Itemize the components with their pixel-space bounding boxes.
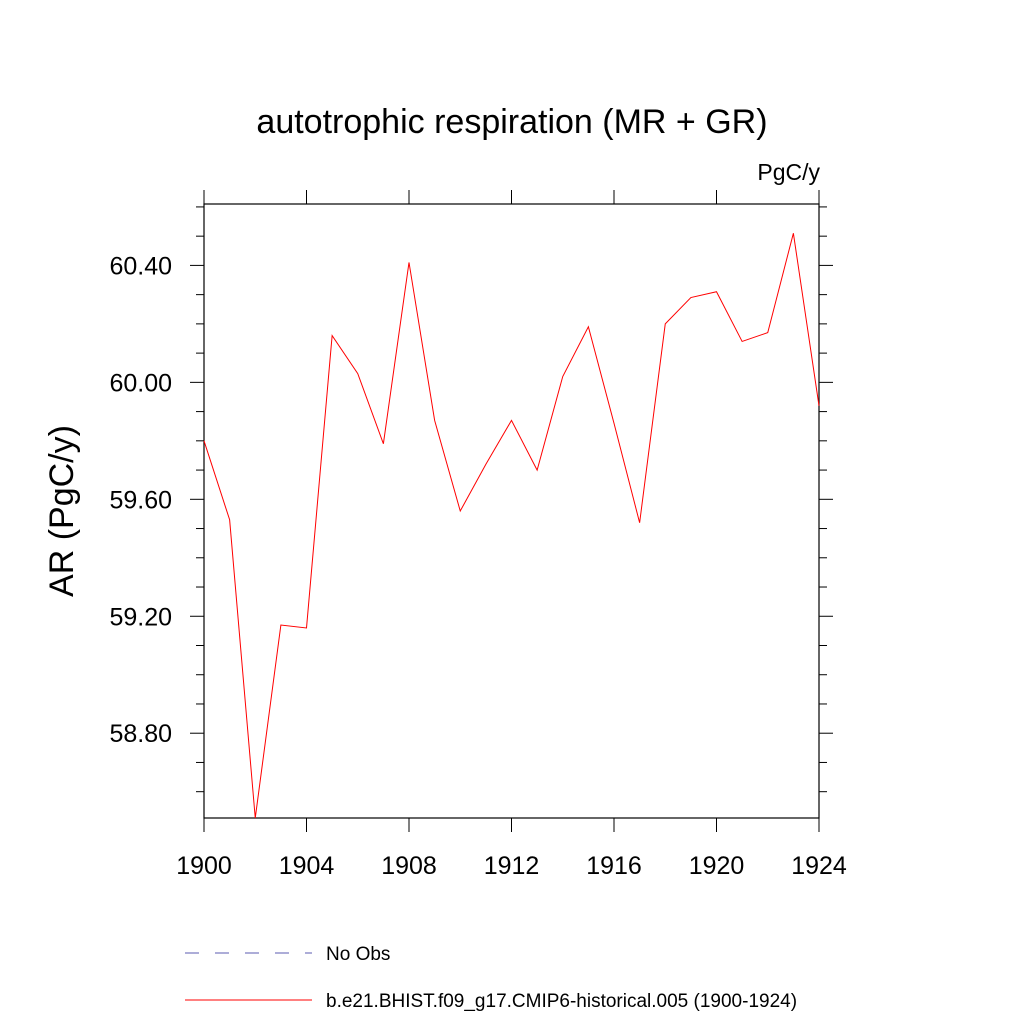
- y-tick-label: 60.00: [109, 369, 172, 397]
- legend: No Obs b.e21.BHIST.f09_g17.CMIP6-histori…: [185, 944, 797, 1012]
- axis-ticks: [190, 190, 833, 832]
- y-tick-label: 58.80: [109, 720, 172, 748]
- y-axis-label: AR (PgC/y): [43, 425, 81, 597]
- x-tick-label: 1904: [279, 852, 335, 880]
- series-group: [203, 233, 820, 819]
- y-tick-label: 59.20: [109, 603, 172, 631]
- x-tick-label: 1916: [586, 852, 642, 880]
- x-tick-label: 1908: [381, 852, 437, 880]
- y-tick-labels: 58.80 59.20 59.60 60.00 60.40: [109, 252, 172, 748]
- plot-frame: [203, 203, 820, 819]
- y-tick-label: 59.60: [109, 486, 172, 514]
- x-tick-label: 1900: [176, 852, 232, 880]
- y-tick-label: 60.40: [109, 252, 172, 280]
- x-tick-label: 1924: [791, 852, 847, 880]
- units-label: PgC/y: [757, 159, 820, 185]
- x-tick-label: 1912: [484, 852, 540, 880]
- legend-label-no-obs: No Obs: [326, 944, 390, 965]
- chart-title: autotrophic respiration (MR + GR): [256, 103, 767, 141]
- legend-label-model: b.e21.BHIST.f09_g17.CMIP6-historical.005…: [326, 991, 797, 1012]
- series-line: [203, 233, 820, 819]
- x-tick-labels: 1900 1904 1908 1912 1916 1920 1924: [176, 852, 847, 880]
- x-tick-label: 1920: [689, 852, 745, 880]
